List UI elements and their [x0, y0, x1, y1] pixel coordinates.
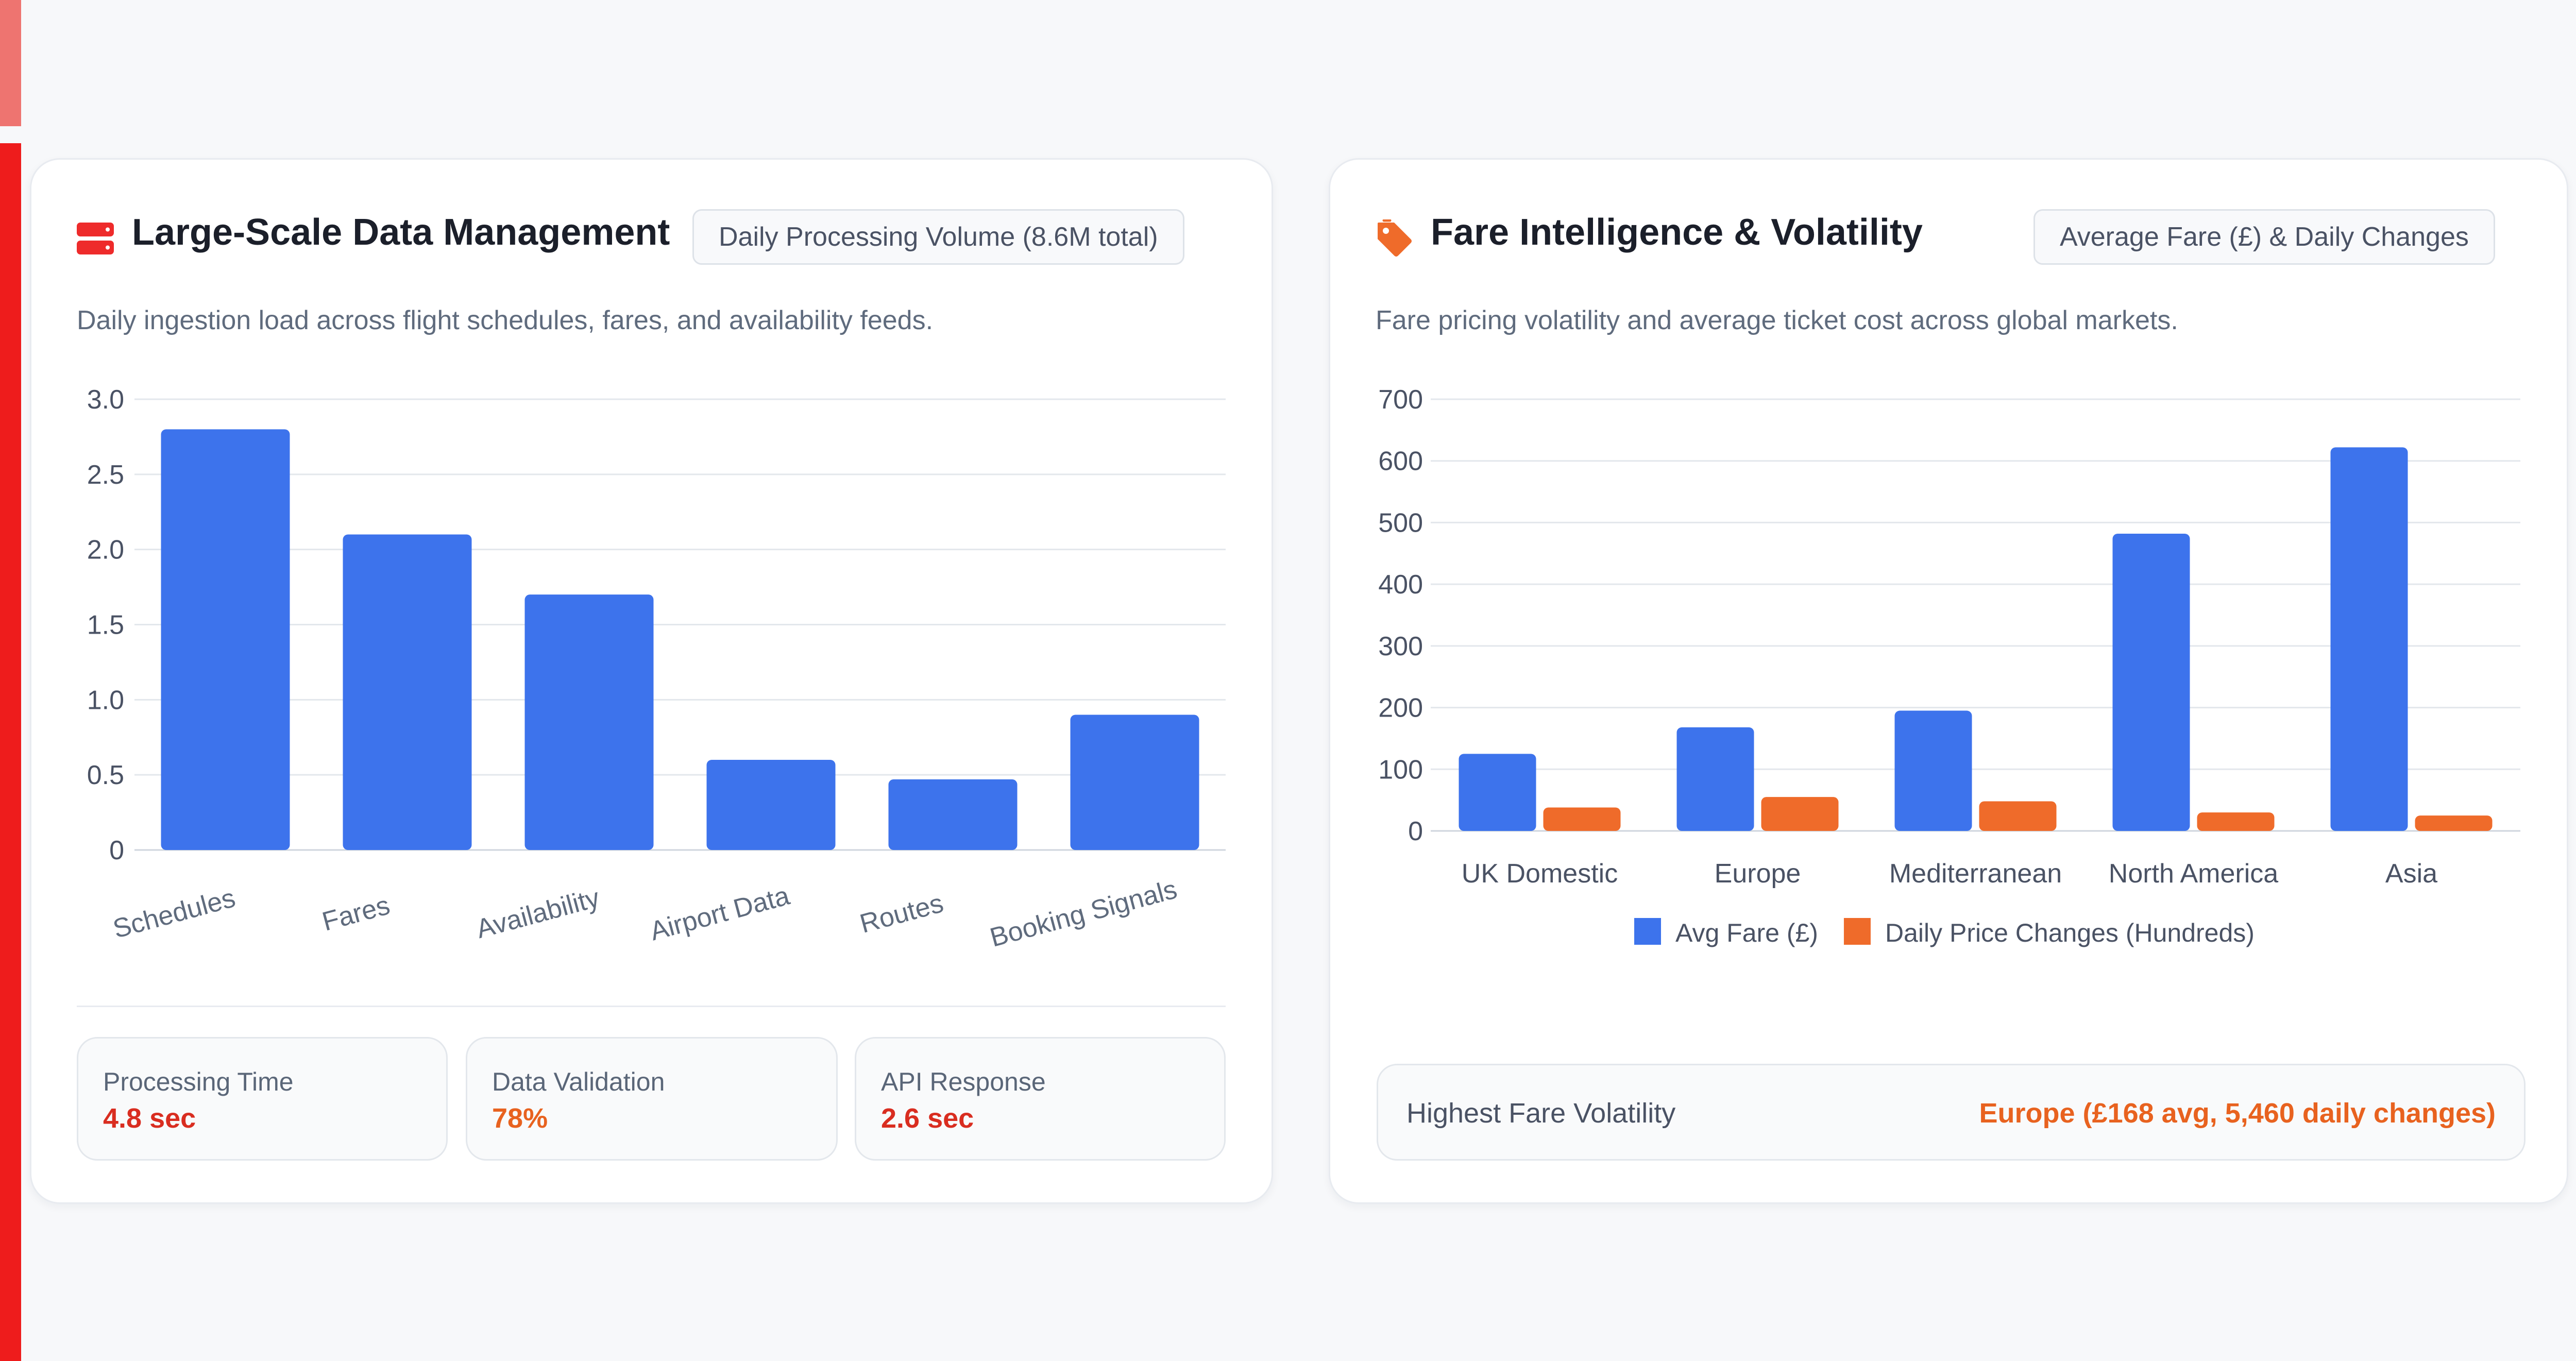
accent-bar	[0, 143, 21, 1361]
x-tick-label: Europe	[1715, 859, 1801, 889]
price-tag-icon	[1378, 219, 1412, 257]
highest-volatility-panel: Highest Fare Volatility Europe (£168 avg…	[1377, 1064, 2526, 1161]
y-tick-label: 0	[109, 836, 124, 865]
y-tick-label: 300	[1378, 632, 1423, 661]
highlight-value: Europe (£168 avg, 5,460 daily changes)	[1979, 1098, 2496, 1129]
metric-data-validation: Data Validation 78%	[466, 1037, 838, 1161]
fare-volatility-chart: 0 100 200 300 400 500 600 700 UK Domestic Europe M…	[1378, 385, 2520, 947]
bar-price-changes	[2415, 815, 2493, 831]
y-tick-label: 1.0	[87, 685, 124, 715]
server-icon	[77, 223, 114, 254]
metric-label: API Response	[881, 1067, 1046, 1096]
bar-price-changes	[1761, 797, 1839, 831]
bar-avg-fare	[2330, 447, 2408, 831]
y-tick-label: 500	[1378, 508, 1423, 538]
metric-api-response: API Response 2.6 sec	[855, 1037, 1226, 1161]
x-tick-label: UK Domestic	[1462, 859, 1618, 889]
y-tick-label: 100	[1378, 755, 1423, 785]
x-tick-label: Routes	[857, 888, 946, 939]
metric-value: 78%	[492, 1103, 548, 1134]
average-fare-badge: Average Fare (£) & Daily Changes	[2033, 209, 2495, 265]
bar-price-changes	[1543, 807, 1621, 831]
bar	[161, 429, 290, 850]
x-tick-label: Fares	[319, 890, 393, 937]
data-management-card: Large-Scale Data Management Daily Proces…	[30, 158, 1273, 1204]
card-subtitle: Daily ingestion load across flight sched…	[77, 305, 934, 335]
card-title: Large-Scale Data Management	[132, 212, 670, 253]
x-tick-label: Airport Data	[647, 881, 793, 947]
y-tick-label: 600	[1378, 447, 1423, 477]
bar	[888, 779, 1018, 850]
legend-label: Daily Price Changes (Hundreds)	[1885, 918, 2255, 947]
bar	[706, 760, 836, 850]
card-subtitle: Fare pricing volatility and average tick…	[1376, 305, 2178, 335]
divider	[77, 1006, 1226, 1007]
bar-avg-fare	[1676, 727, 1754, 831]
y-tick-label: 3.0	[87, 385, 124, 415]
x-tick-label: Asia	[2385, 859, 2437, 889]
processing-volume-badge: Daily Processing Volume (8.6M total)	[692, 209, 1184, 265]
y-tick-label: 0	[1408, 816, 1423, 846]
bar-price-changes	[2197, 812, 2275, 831]
bar-price-changes	[1979, 801, 2057, 831]
bar	[524, 594, 654, 850]
highlight-label: Highest Fare Volatility	[1406, 1098, 1676, 1129]
metric-processing-time: Processing Time 4.8 sec	[77, 1037, 448, 1161]
bar-avg-fare	[1459, 754, 1536, 831]
processing-volume-chart: 0 0.5 1.0 1.5 2.0 2.5 3.0 Schedules Fares Availab…	[87, 385, 1226, 953]
x-tick-label: North America	[2109, 859, 2279, 889]
card-title: Fare Intelligence & Volatility	[1431, 212, 1923, 253]
bar-avg-fare	[1894, 710, 1972, 831]
y-tick-label: 700	[1378, 385, 1423, 415]
legend-label: Avg Fare (£)	[1675, 918, 1818, 947]
metric-value: 4.8 sec	[103, 1103, 196, 1134]
y-tick-label: 1.5	[87, 610, 124, 640]
y-tick-label: 0.5	[87, 760, 124, 790]
metric-label: Processing Time	[103, 1067, 294, 1096]
fare-intelligence-card: Fare Intelligence & Volatility Average F…	[1329, 158, 2568, 1204]
x-tick-label: Booking Signals	[987, 874, 1180, 953]
y-tick-label: 400	[1378, 570, 1423, 600]
y-tick-label: 200	[1378, 693, 1423, 723]
legend-swatch	[1843, 918, 1871, 945]
metric-value: 2.6 sec	[881, 1103, 974, 1134]
x-tick-label: Mediterranean	[1889, 859, 2062, 889]
x-tick-label: Schedules	[110, 883, 239, 944]
legend-swatch	[1634, 918, 1661, 945]
y-tick-label: 2.5	[87, 460, 124, 490]
accent-bar-top	[0, 0, 21, 126]
x-tick-label: Availability	[473, 883, 602, 944]
metric-label: Data Validation	[492, 1067, 665, 1096]
y-tick-label: 2.0	[87, 535, 124, 565]
bar-avg-fare	[2112, 533, 2190, 831]
bar	[343, 534, 472, 850]
bar	[1070, 714, 1199, 850]
